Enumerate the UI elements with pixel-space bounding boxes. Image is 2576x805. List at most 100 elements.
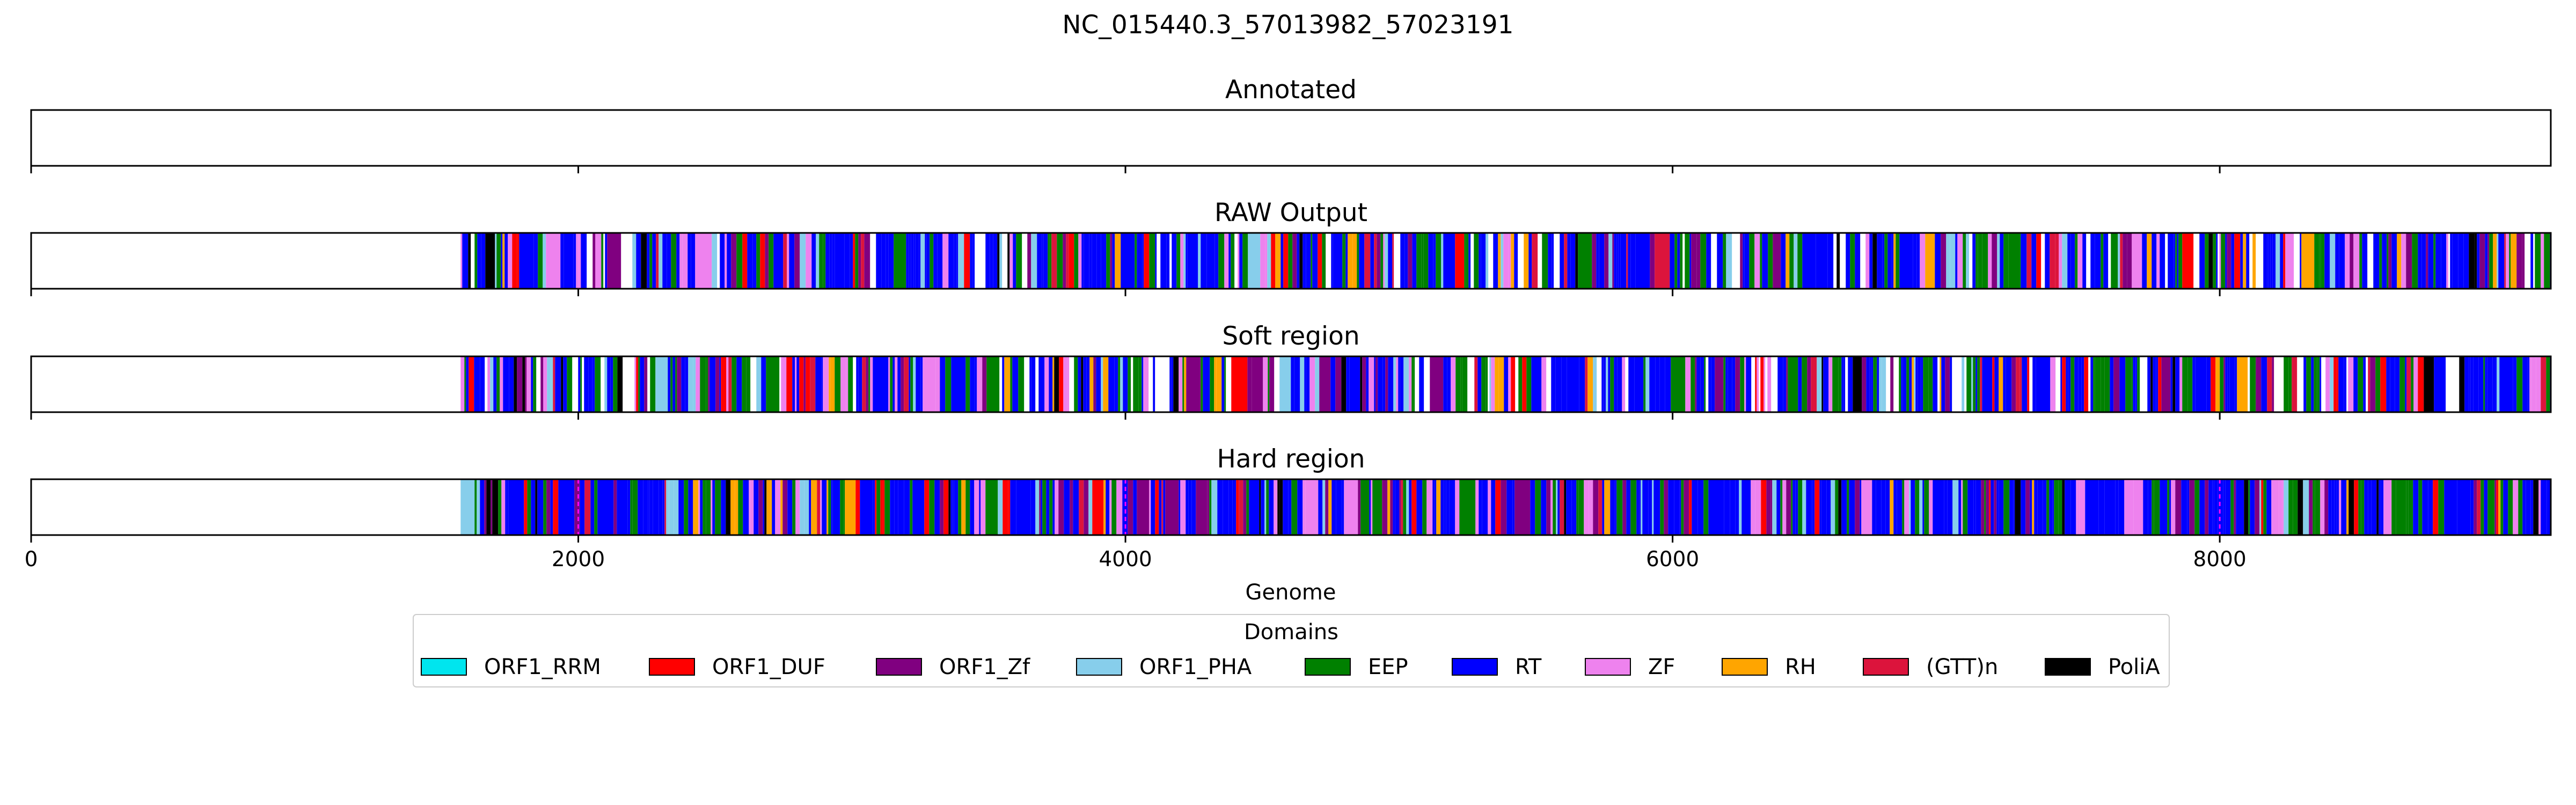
domain-segment: [1172, 233, 1177, 289]
domain-segment: [1399, 479, 1401, 535]
domain-segment: [1089, 233, 1092, 289]
domain-segment: [2475, 233, 2477, 289]
domain-segment: [2530, 233, 2534, 289]
domain-segment: [1570, 233, 1576, 289]
legend-label: PoliA: [2108, 655, 2160, 679]
domain-segment: [1203, 356, 1210, 412]
domain-segment: [1224, 233, 1229, 289]
domain-segment: [1897, 479, 1902, 535]
domain-segment: [2256, 356, 2262, 412]
domain-segment: [766, 479, 771, 535]
domain-segment: [1933, 356, 1938, 412]
domain-segment: [1137, 233, 1143, 289]
domain-segment: [2441, 233, 2447, 289]
domain-segment: [2297, 356, 2304, 412]
domain-segment: [2234, 479, 2236, 535]
domain-segment: [1652, 479, 1654, 535]
domain-segment: [2218, 479, 2223, 535]
domain-segment: [2103, 233, 2109, 289]
domain-segment: [1041, 479, 1043, 535]
domain-segment: [2187, 356, 2193, 412]
domain-segment: [1755, 479, 1761, 535]
domain-segment: [480, 356, 485, 412]
domain-segment: [2288, 356, 2292, 412]
domain-segment: [1821, 356, 1824, 412]
domain-segment: [721, 356, 727, 412]
domain-segment: [1807, 356, 1811, 412]
domain-segment: [649, 479, 653, 535]
domain-segment: [1106, 233, 1110, 289]
domain-segment: [495, 233, 497, 289]
domain-segment: [2418, 356, 2424, 412]
domain-segment: [885, 233, 889, 289]
domain-segment: [1416, 233, 1422, 289]
domain-segment: [2055, 356, 2061, 412]
domain-segment: [1485, 233, 1489, 289]
domain-segment: [1735, 479, 1739, 535]
domain-segment: [2489, 233, 2493, 289]
legend-label: RH: [1785, 655, 1816, 679]
domain-segment: [2199, 479, 2205, 535]
domain-segment: [2088, 356, 2091, 412]
domain-segment: [522, 356, 525, 412]
domain-segment: [1610, 479, 1615, 535]
legend-label: ORF1_PHA: [1139, 655, 1252, 679]
domain-segment: [1542, 233, 1548, 289]
domain-segment: [1806, 479, 1812, 535]
domain-segment: [775, 479, 781, 535]
panel-3: Soft region: [30, 321, 2552, 420]
domain-segment: [1935, 233, 1941, 289]
domain-segment: [2469, 233, 2475, 289]
domain-segment: [1029, 356, 1031, 412]
domain-segment: [750, 356, 757, 412]
domain-segment: [1966, 356, 1972, 412]
domain-segment: [1306, 356, 1310, 412]
domain-segment: [1433, 233, 1436, 289]
domain-segment: [749, 479, 751, 535]
domain-segment: [1096, 233, 1101, 289]
domain-segment: [590, 479, 595, 535]
domain-segment: [1514, 479, 1531, 535]
domain-segment: [1923, 356, 1929, 412]
domain-segment: [1671, 356, 1686, 412]
domain-segment: [1120, 356, 1123, 412]
domain-segment: [2236, 479, 2244, 535]
domain-segment: [2156, 356, 2158, 412]
domain-segment: [1899, 233, 1913, 289]
domain-segment: [1984, 479, 1986, 535]
domain-segment: [1352, 233, 1357, 289]
domain-segment: [1122, 479, 1128, 535]
domain-segment: [1876, 479, 1882, 535]
domain-segment: [1980, 356, 1982, 412]
domain-segment: [1357, 233, 1359, 289]
domain-segment: [1249, 479, 1260, 535]
domain-segment: [1133, 479, 1137, 535]
domain-segment: [1682, 233, 1685, 289]
domain-segment: [1242, 233, 1248, 289]
domain-segment: [1776, 479, 1781, 535]
domain-segment: [574, 479, 580, 535]
domain-segment: [1616, 233, 1619, 289]
domain-segment: [2021, 233, 2027, 289]
domain-segment: [1423, 233, 1429, 289]
domain-segment: [2090, 356, 2094, 412]
domain-segment: [1730, 479, 1736, 535]
domain-segment: [2279, 479, 2282, 535]
domain-segment: [985, 479, 998, 535]
domain-segment: [1668, 479, 1674, 535]
domain-segment: [2090, 233, 2095, 289]
domain-segment: [1531, 356, 1542, 412]
domain-segment: [2408, 479, 2413, 535]
domain-segment: [1674, 479, 1680, 535]
domain-segment: [553, 356, 555, 412]
legend-label: ZF: [1648, 655, 1675, 679]
domain-segment: [940, 356, 946, 412]
domain-segment: [2497, 233, 2499, 289]
domain-segment: [2133, 356, 2136, 412]
domain-segment: [1074, 233, 1079, 289]
domain-segment: [2345, 233, 2350, 289]
domain-segment: [2499, 356, 2513, 412]
domain-segment: [1593, 356, 1597, 412]
domain-segment: [647, 356, 650, 412]
domain-segment: [2111, 233, 2118, 289]
